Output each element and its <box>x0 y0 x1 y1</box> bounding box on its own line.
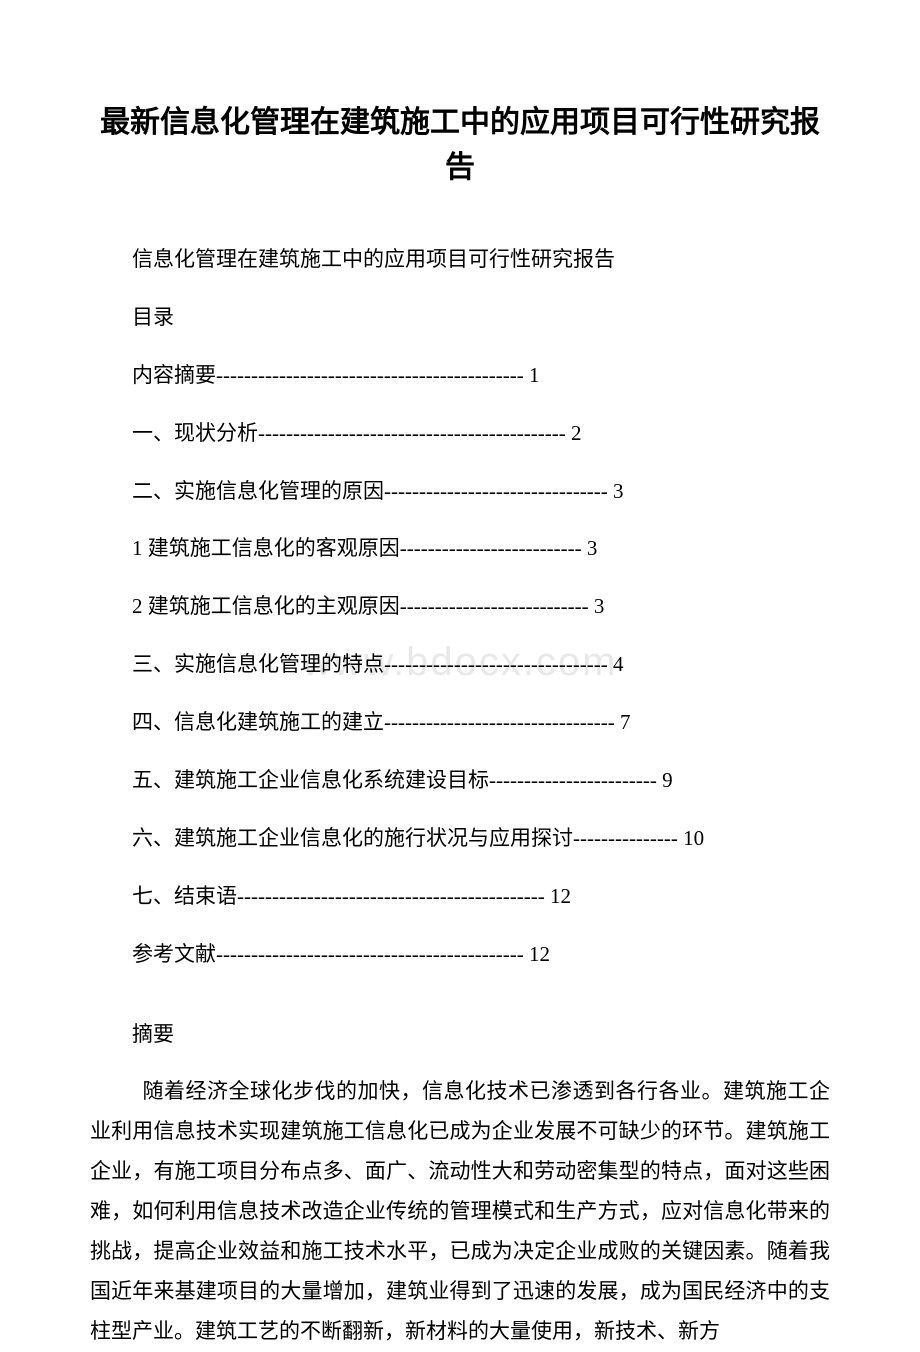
document-subtitle: 信息化管理在建筑施工中的应用项目可行性研究报告 <box>90 240 830 280</box>
document-title: 最新信息化管理在建筑施工中的应用项目可行性研究报告 <box>90 100 830 190</box>
toc-item: 七、结束语-----------------------------------… <box>90 877 830 917</box>
abstract-heading: 摘要 <box>90 1015 830 1055</box>
toc-item: 四、信息化建筑施工的建立----------------------------… <box>90 703 830 743</box>
toc-item: 参考文献------------------------------------… <box>90 935 830 975</box>
toc-item: 二、实施信息化管理的原因----------------------------… <box>90 472 830 512</box>
toc-item: 1 建筑施工信息化的客观原因--------------------------… <box>90 529 830 569</box>
toc-item: 三、实施信息化管理的特点----------------------------… <box>90 645 830 685</box>
toc-item: 五、建筑施工企业信息化系统建设目标-----------------------… <box>90 761 830 801</box>
abstract-body: 随着经济全球化步伐的加快，信息化技术已渗透到各行各业。建筑施工企业利用信息技术实… <box>90 1072 830 1351</box>
toc-item: 一、现状分析----------------------------------… <box>90 414 830 454</box>
toc-item: 2 建筑施工信息化的主观原因--------------------------… <box>90 587 830 627</box>
toc-item: 六、建筑施工企业信息化的施行状况与应用探讨--------------- 10 <box>90 819 830 859</box>
toc-heading: 目录 <box>90 298 830 338</box>
toc-item: 内容摘要------------------------------------… <box>90 356 830 396</box>
